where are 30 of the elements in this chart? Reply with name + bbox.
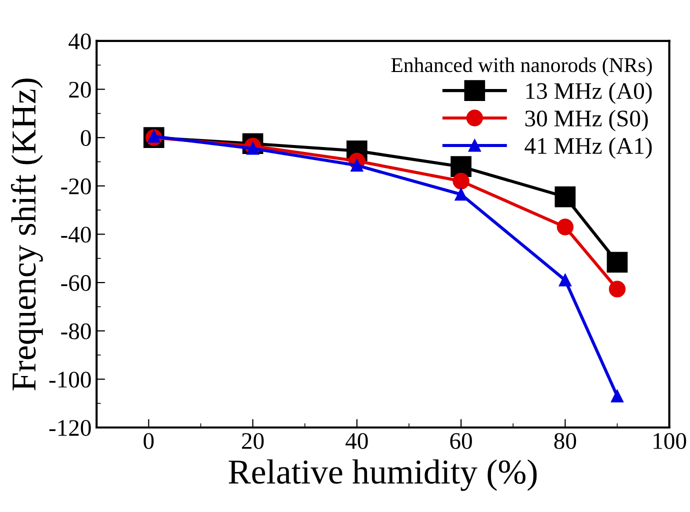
x-tick-label: 40 (346, 433, 368, 449)
point (608, 280, 626, 298)
point (554, 186, 576, 208)
x-tick-label: 60 (450, 433, 472, 449)
y-tick-label: -80 (61, 323, 91, 340)
point (454, 188, 468, 201)
legend-label: 41 MHz (A1) (524, 137, 652, 159)
x-tick-label: 80 (554, 433, 576, 449)
point (606, 252, 628, 273)
y-tick-label: -100 (49, 372, 91, 388)
y-tick-label: -20 (61, 178, 91, 194)
point (450, 156, 472, 178)
point (610, 390, 624, 402)
point (558, 274, 572, 286)
legend-label: 13 MHz (A0) (526, 82, 652, 104)
y-tick-label: 20 (69, 82, 91, 98)
legend-label: 30 MHz (S0) (525, 110, 648, 132)
y-tick-label: -60 (61, 275, 91, 291)
point (556, 218, 574, 236)
y-tick-label: -40 (61, 226, 91, 243)
x-tick-label: 100 (654, 433, 686, 449)
x-tick-label: 0 (144, 433, 154, 449)
x-axis-title: Relative humidity (%) (228, 459, 537, 491)
y-axis-title: Frequency shift (KHz) (10, 78, 43, 390)
y-tick-label: 0 (80, 130, 91, 146)
legend-title: Enhanced with nanorods (NRs) (391, 57, 652, 76)
point (452, 172, 470, 190)
y-tick-label: 40 (68, 33, 91, 50)
x-tick-label: 20 (242, 433, 264, 449)
y-tick-label: -120 (49, 420, 91, 436)
